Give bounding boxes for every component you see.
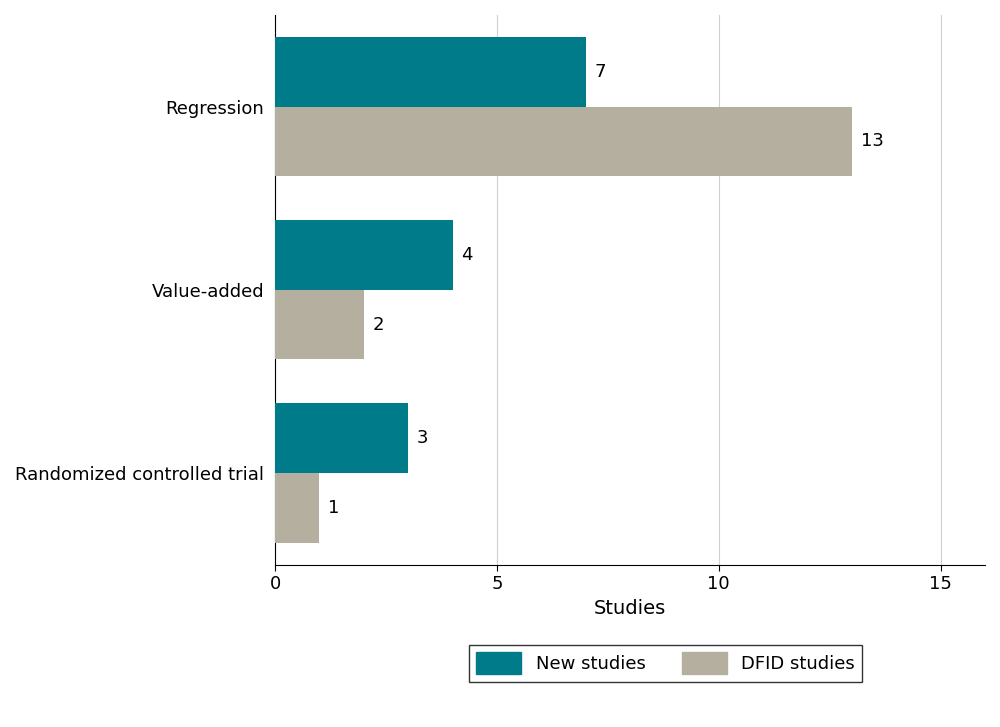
Bar bbox=[275, 220, 453, 290]
Text: 13: 13 bbox=[861, 132, 884, 150]
Text: 7: 7 bbox=[595, 63, 606, 81]
Bar bbox=[275, 107, 852, 176]
X-axis label: Studies: Studies bbox=[594, 598, 666, 618]
Bar bbox=[275, 37, 586, 107]
Text: 3: 3 bbox=[417, 429, 429, 447]
Text: 1: 1 bbox=[328, 499, 340, 517]
Text: 4: 4 bbox=[461, 246, 473, 264]
Legend: New studies, DFID studies: New studies, DFID studies bbox=[469, 645, 862, 682]
Bar bbox=[275, 473, 319, 542]
Bar bbox=[275, 403, 408, 473]
Bar bbox=[275, 290, 364, 359]
Text: 2: 2 bbox=[373, 316, 384, 334]
